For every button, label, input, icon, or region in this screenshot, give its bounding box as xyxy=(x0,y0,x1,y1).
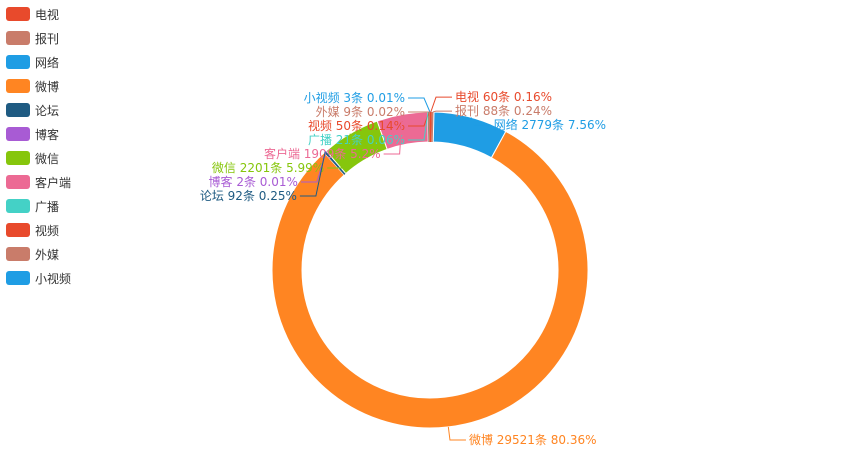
data-label-4: 论坛 92条 0.25% xyxy=(200,189,297,203)
leader-line-0 xyxy=(430,96,452,113)
data-label-0: 电视 60条 0.16% xyxy=(455,89,552,104)
legend-swatch xyxy=(6,223,30,237)
data-label-11: 小视频 3条 0.01% xyxy=(304,90,405,105)
legend-swatch xyxy=(6,271,30,285)
legend-label: 论坛 xyxy=(35,103,60,118)
legend-label: 广播 xyxy=(35,199,60,214)
data-label-1: 报刊 88条 0.24% xyxy=(455,103,552,118)
legend-item-11[interactable]: 小视频 xyxy=(6,266,71,290)
legend-label: 网络 xyxy=(35,55,60,70)
legend-item-5[interactable]: 博客 xyxy=(6,122,71,146)
leader-line-7 xyxy=(383,114,403,155)
leader-line-6 xyxy=(327,133,351,169)
legend-item-0[interactable]: 电视 xyxy=(6,2,71,26)
data-label-9: 视频 50条 0.14% xyxy=(308,118,405,133)
legend-item-6[interactable]: 微信 xyxy=(6,146,71,170)
leader-line-3 xyxy=(447,426,466,441)
legend-label: 外媒 xyxy=(35,247,60,262)
donut-slice-0[interactable] xyxy=(430,112,432,143)
donut-slice-4[interactable] xyxy=(324,150,346,175)
legend-item-3[interactable]: 微博 xyxy=(6,74,71,98)
leader-line-11 xyxy=(408,97,431,113)
donut-slice-9[interactable] xyxy=(428,112,430,143)
legend-swatch xyxy=(6,151,30,165)
legend-swatch xyxy=(6,55,30,69)
legend-swatch xyxy=(6,127,30,141)
legend-swatch xyxy=(6,199,30,213)
legend-item-8[interactable]: 广播 xyxy=(6,194,71,218)
legend-label: 视频 xyxy=(35,223,60,238)
legend-swatch xyxy=(6,7,30,21)
data-label-3: 微博 29521条 80.36% xyxy=(469,432,597,447)
leader-line-2 xyxy=(470,117,491,126)
legend-swatch xyxy=(6,103,30,117)
data-label-10: 外媒 9条 0.02% xyxy=(316,105,405,119)
legend-swatch xyxy=(6,175,30,189)
legend-item-9[interactable]: 视频 xyxy=(6,218,71,242)
legend-swatch xyxy=(6,247,30,261)
chart-legend: 电视报刊网络微博论坛博客微信客户端广播视频外媒小视频 xyxy=(6,2,71,290)
legend-label: 客户端 xyxy=(35,175,72,190)
legend-label: 电视 xyxy=(35,7,60,22)
legend-swatch xyxy=(6,31,30,45)
leader-line-4 xyxy=(299,151,326,197)
donut-slice-3[interactable] xyxy=(271,130,589,429)
leader-line-8 xyxy=(408,111,429,141)
data-label-8: 广播 21条 0.06% xyxy=(308,133,405,147)
legend-item-7[interactable]: 客户端 xyxy=(6,170,71,194)
legend-label: 微博 xyxy=(35,79,60,94)
legend-item-10[interactable]: 外媒 xyxy=(6,242,71,266)
legend-label: 微信 xyxy=(35,151,60,166)
legend-swatch xyxy=(6,79,30,93)
legend-label: 小视频 xyxy=(35,271,72,286)
legend-item-2[interactable]: 网络 xyxy=(6,50,71,74)
data-label-2: 网络 2779条 7.56% xyxy=(494,117,606,132)
data-label-7: 客户端 1909条 5.2% xyxy=(264,146,381,161)
legend-item-4[interactable]: 论坛 xyxy=(6,98,71,122)
data-label-5: 博客 2条 0.01% xyxy=(209,174,298,189)
legend-label: 博客 xyxy=(35,127,60,142)
legend-label: 报刊 xyxy=(35,31,60,46)
legend-item-1[interactable]: 报刊 xyxy=(6,26,71,50)
leader-line-1 xyxy=(432,110,452,113)
donut-slice-8[interactable] xyxy=(427,112,429,143)
data-label-6: 微信 2201条 5.99% xyxy=(212,161,324,175)
